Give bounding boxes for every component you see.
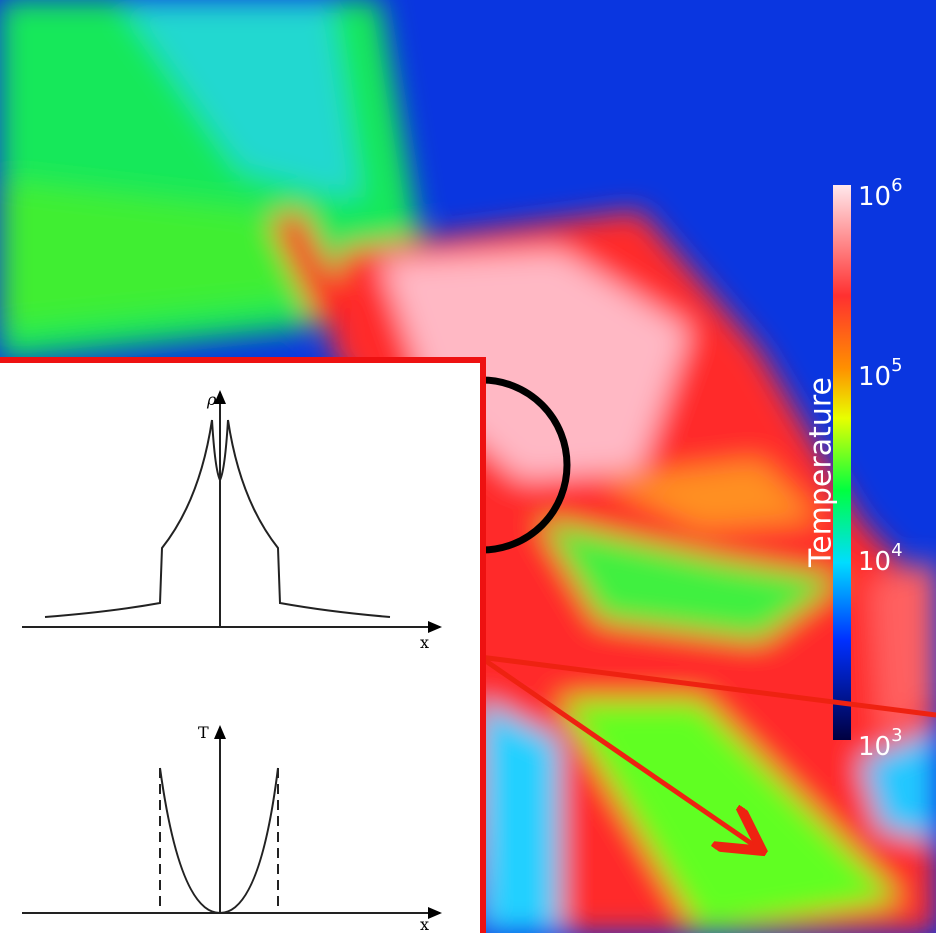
y-axis-label: ρ: [206, 390, 217, 409]
tick-base: 10: [858, 362, 891, 392]
figure: Temperature 106 105 104 103 ρ x T x: [0, 0, 936, 933]
colorbar-label: Temperature: [804, 377, 839, 568]
x-axis-label: x: [420, 633, 429, 652]
tick-exponent: 4: [891, 540, 902, 561]
tick-exponent: 5: [891, 355, 902, 376]
tick-base: 10: [858, 547, 891, 577]
x-axis-label: x: [420, 915, 429, 933]
inset-panel: [0, 360, 483, 933]
tick-exponent: 6: [891, 175, 902, 196]
y-axis-label: T: [198, 723, 209, 742]
tick-base: 10: [858, 182, 891, 212]
tick-base: 10: [858, 732, 891, 762]
tick-exponent: 3: [891, 725, 902, 746]
